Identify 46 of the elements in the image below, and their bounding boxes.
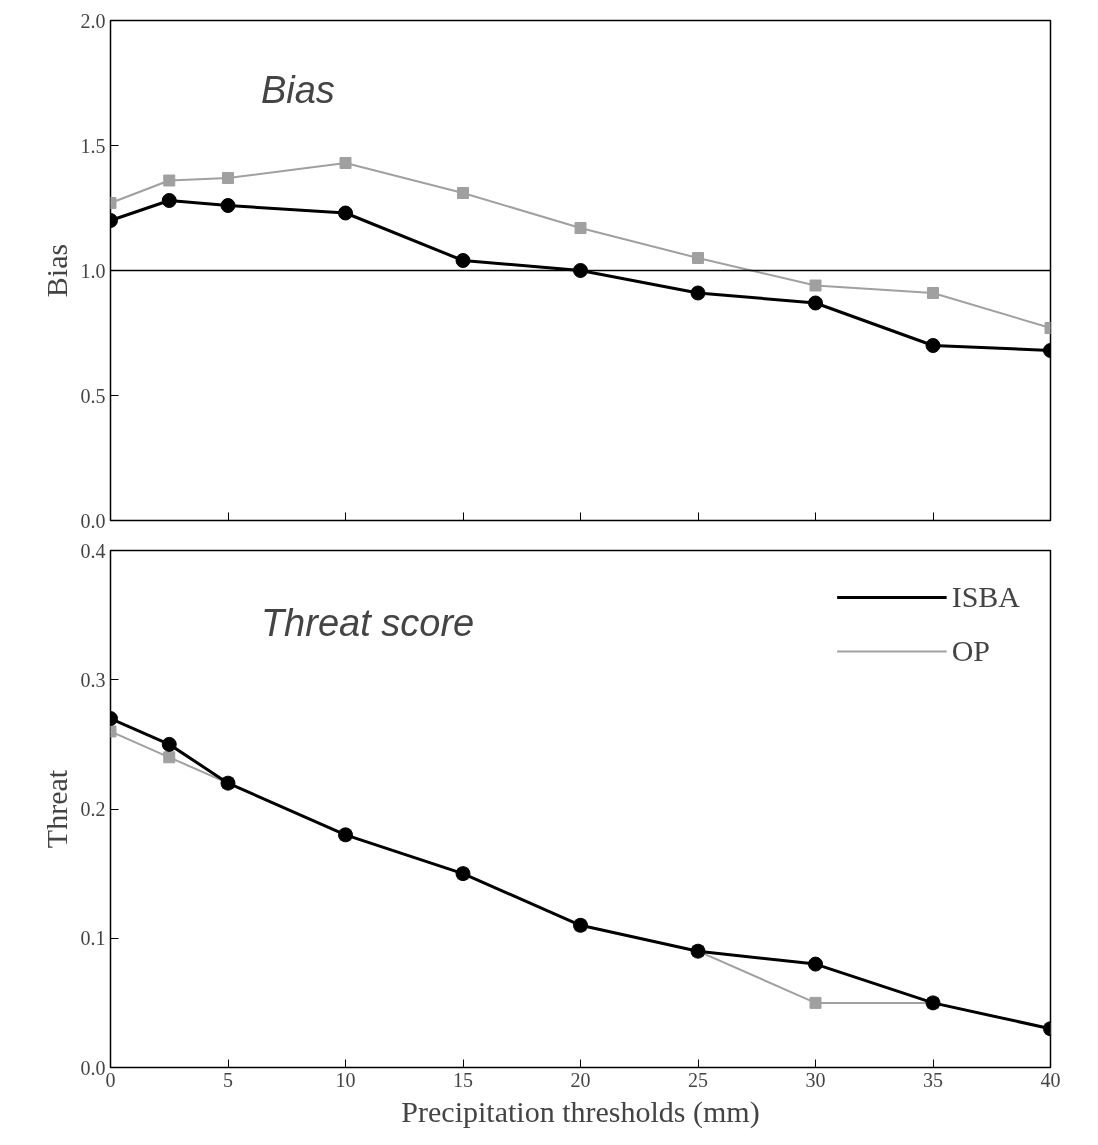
y-tick-label: 0.5 [80,384,106,407]
y-tick-label: 1.5 [80,134,106,157]
x-tick-label: 15 [453,1068,473,1091]
point [690,285,706,301]
point [457,187,469,199]
y-tick-label: 0.3 [80,668,106,691]
point [161,193,177,208]
point [338,205,353,221]
point [808,956,823,972]
x-tick-label: 40 [1040,1068,1061,1091]
annotation: Bias [260,68,335,111]
annotation: Threat score [260,601,475,644]
y-axis-title: Threat [39,769,73,849]
point [692,252,704,264]
y-tick-label: 2.0 [80,9,106,32]
point [161,736,177,752]
legend-label: OP [951,634,990,668]
point [927,287,939,299]
point [925,338,941,353]
x-tick-label: 25 [688,1068,708,1091]
y-tick-label: 0.1 [80,927,106,950]
y-tick-label: 0.0 [80,509,106,532]
x-tick-label: 5 [223,1068,233,1091]
legend-label: ISBA [951,580,1020,614]
x-axis-title: Precipitation thresholds (mm) [401,1094,760,1129]
point [809,279,822,292]
x-tick-label: 30 [805,1068,826,1091]
point [809,996,822,1009]
x-tick-label: 35 [923,1068,943,1091]
point [163,751,176,764]
point [573,263,588,278]
y-tick-label: 1.0 [80,259,106,282]
point [808,295,823,311]
point [220,198,236,213]
y-tick-label: 0.4 [80,539,106,562]
y-tick-label: 0.0 [80,1056,106,1079]
point [222,172,234,184]
point [339,157,352,169]
x-tick-label: 20 [570,1068,591,1091]
x-tick-label: 0 [105,1068,116,1091]
point [163,174,176,187]
y-tick-label: 0.2 [80,798,106,820]
x-tick-label: 10 [335,1068,356,1091]
point [574,222,587,234]
y-axis-title: Bias [39,243,73,298]
point [455,253,471,268]
